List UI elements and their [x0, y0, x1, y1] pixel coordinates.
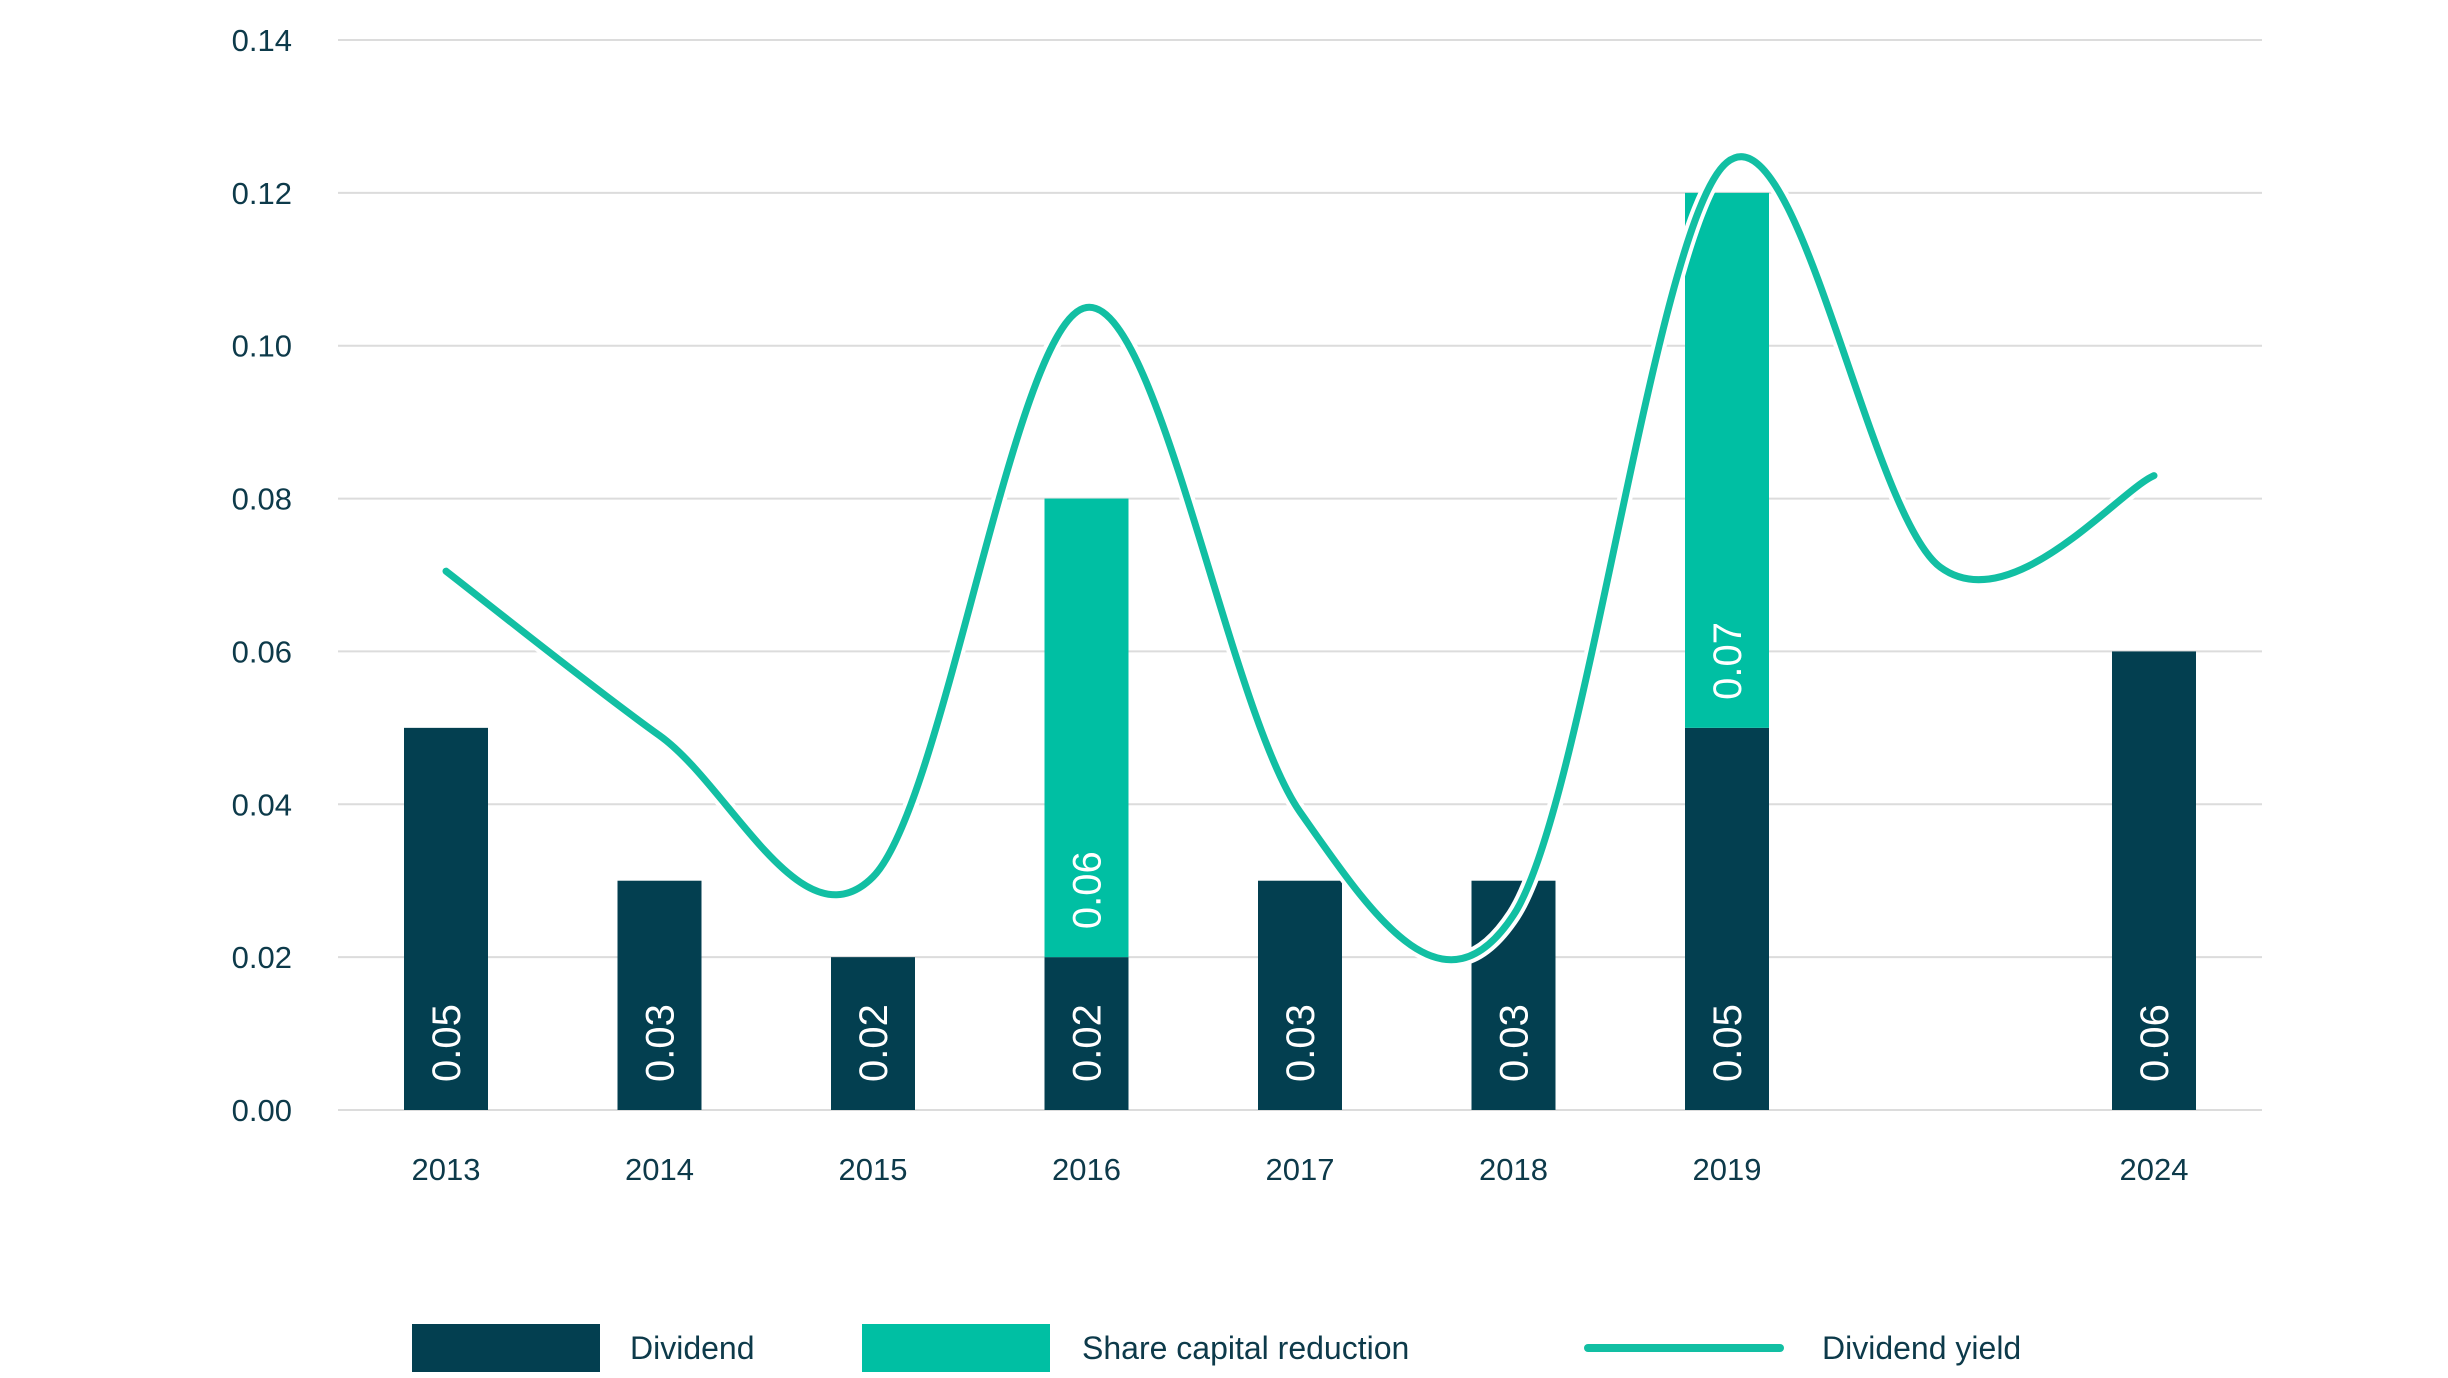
- y-tick-label: 0.02: [232, 940, 292, 975]
- bar-value-label: 0.07: [1706, 622, 1750, 700]
- bar-value-label: 0.03: [1493, 1004, 1537, 1082]
- y-tick-label: 0.08: [232, 482, 292, 517]
- y-tick-label: 0.06: [232, 634, 292, 669]
- bar-share-capital-reduction: [1685, 192, 1769, 728]
- bar-value-label: 0.05: [1706, 1004, 1750, 1082]
- y-tick-label: 0.04: [232, 787, 292, 822]
- dividend-yield-line-halo: [438, 149, 2162, 968]
- x-tick-label: 2018: [1479, 1152, 1548, 1187]
- legend: Dividend Share capital reduction Dividend …: [412, 1324, 2021, 1372]
- yield-line: [438, 149, 2162, 968]
- x-tick-label: 2019: [1693, 1152, 1762, 1187]
- bar-dividend: [617, 880, 702, 1110]
- x-tick-label: 2024: [2120, 1152, 2189, 1187]
- bar-value-label: 0.03: [1279, 1004, 1323, 1082]
- x-tick-label: 2016: [1052, 1152, 1121, 1187]
- legend-label: Dividend: [630, 1330, 755, 1366]
- x-tick-label: 2014: [625, 1152, 694, 1187]
- legend-label: Share capital reduction: [1082, 1330, 1409, 1366]
- legend-swatch-share-capital-reduction: [862, 1324, 1050, 1372]
- bar-dividend: [404, 727, 488, 1110]
- bar-share-capital-reduction: [1044, 498, 1129, 958]
- legend-swatch-dividend: [412, 1324, 600, 1372]
- bar-dividend: [1258, 880, 1342, 1110]
- bar-dividend: [1044, 957, 1129, 1110]
- bar-value-label: 0.06: [2133, 1004, 2177, 1082]
- bars: [404, 192, 2196, 1110]
- bar-value-label: 0.05: [425, 1004, 469, 1082]
- x-tick-label: 2013: [412, 1152, 481, 1187]
- bar-labels: 0.05 0.03 0.02 0.02 0.06 0.03 0.03 0.05 0.07 0.06: [425, 622, 2177, 1082]
- y-tick-label: 0.12: [232, 176, 292, 211]
- bar-dividend: [2112, 651, 2196, 1110]
- y-tick-label: 0.14: [232, 23, 292, 58]
- y-axis: 0.00 0.02 0.04 0.06 0.08 0.10 0.12 0.14: [232, 23, 292, 1128]
- bar-dividend: [1685, 727, 1769, 1110]
- x-axis: 2013 2014 2015 2016 2017 2018 2019 2024: [412, 1152, 2189, 1187]
- x-tick-label: 2015: [839, 1152, 908, 1187]
- x-tick-label: 2017: [1266, 1152, 1335, 1187]
- legend-label: Dividend yield: [1822, 1330, 2021, 1366]
- bar-dividend: [831, 957, 915, 1110]
- bar-value-label: 0.03: [639, 1004, 683, 1082]
- y-tick-label: 0.00: [232, 1093, 292, 1128]
- bar-value-label: 0.02: [852, 1004, 896, 1082]
- dividend-yield-line: [442, 153, 2158, 964]
- y-tick-label: 0.10: [232, 329, 292, 364]
- bar-value-label: 0.06: [1066, 851, 1110, 929]
- bar-value-label: 0.02: [1066, 1004, 1110, 1082]
